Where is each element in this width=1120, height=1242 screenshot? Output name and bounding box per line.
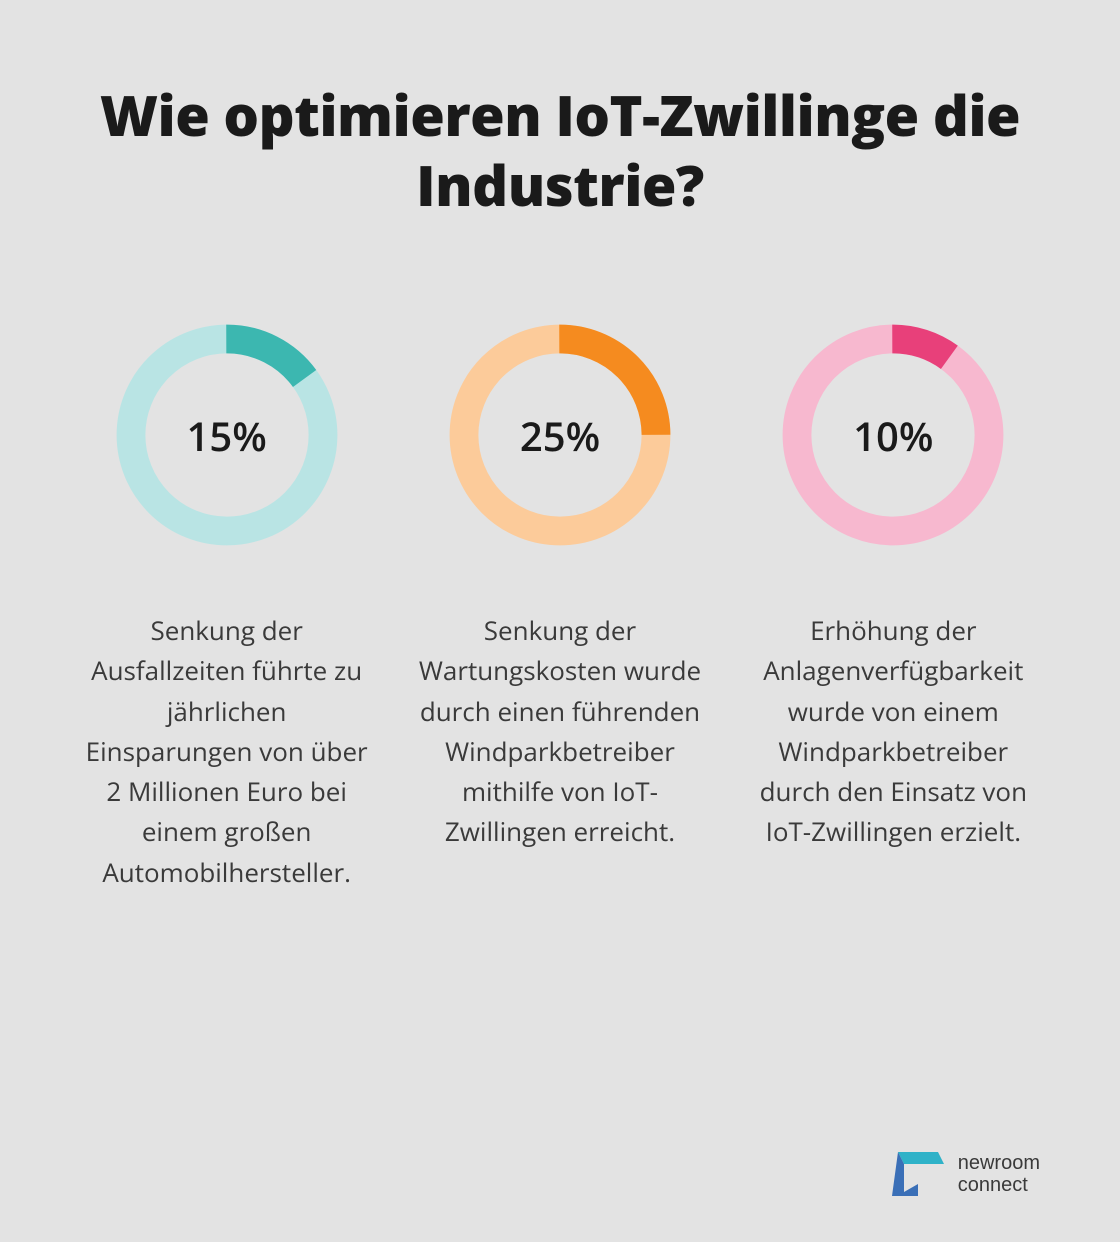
stats-row: 15% Senkung der Ausfallzeiten führte zu …	[80, 315, 1040, 892]
donut-1: 15%	[107, 315, 347, 555]
footer: newroom connect	[80, 1106, 1040, 1202]
brand-logo-icon	[890, 1146, 946, 1202]
brand-logo-text: newroom connect	[958, 1152, 1040, 1196]
donut-3-label: 10%	[773, 315, 1013, 555]
brand-line2: connect	[958, 1174, 1040, 1196]
stat-1: 15% Senkung der Ausfallzeiten führte zu …	[80, 315, 373, 892]
donut-3: 10%	[773, 315, 1013, 555]
stat-1-desc: Senkung der Ausfallzeiten führte zu jähr…	[82, 610, 372, 892]
stat-2-desc: Senkung der Wartungskosten wurde durch e…	[415, 610, 705, 852]
stat-2: 25% Senkung der Wartungskosten wurde dur…	[413, 315, 706, 892]
stat-3-desc: Erhöhung der Anlagenverfügbarkeit wurde …	[748, 610, 1038, 852]
donut-1-label: 15%	[107, 315, 347, 555]
donut-2-label: 25%	[440, 315, 680, 555]
page-title: Wie optimieren IoT-Zwillinge die Industr…	[80, 80, 1040, 220]
brand-logo: newroom connect	[890, 1146, 1040, 1202]
donut-2: 25%	[440, 315, 680, 555]
stat-3: 10% Erhöhung der Anlagenverfügbarkeit wu…	[747, 315, 1040, 892]
brand-line1: newroom	[958, 1152, 1040, 1174]
